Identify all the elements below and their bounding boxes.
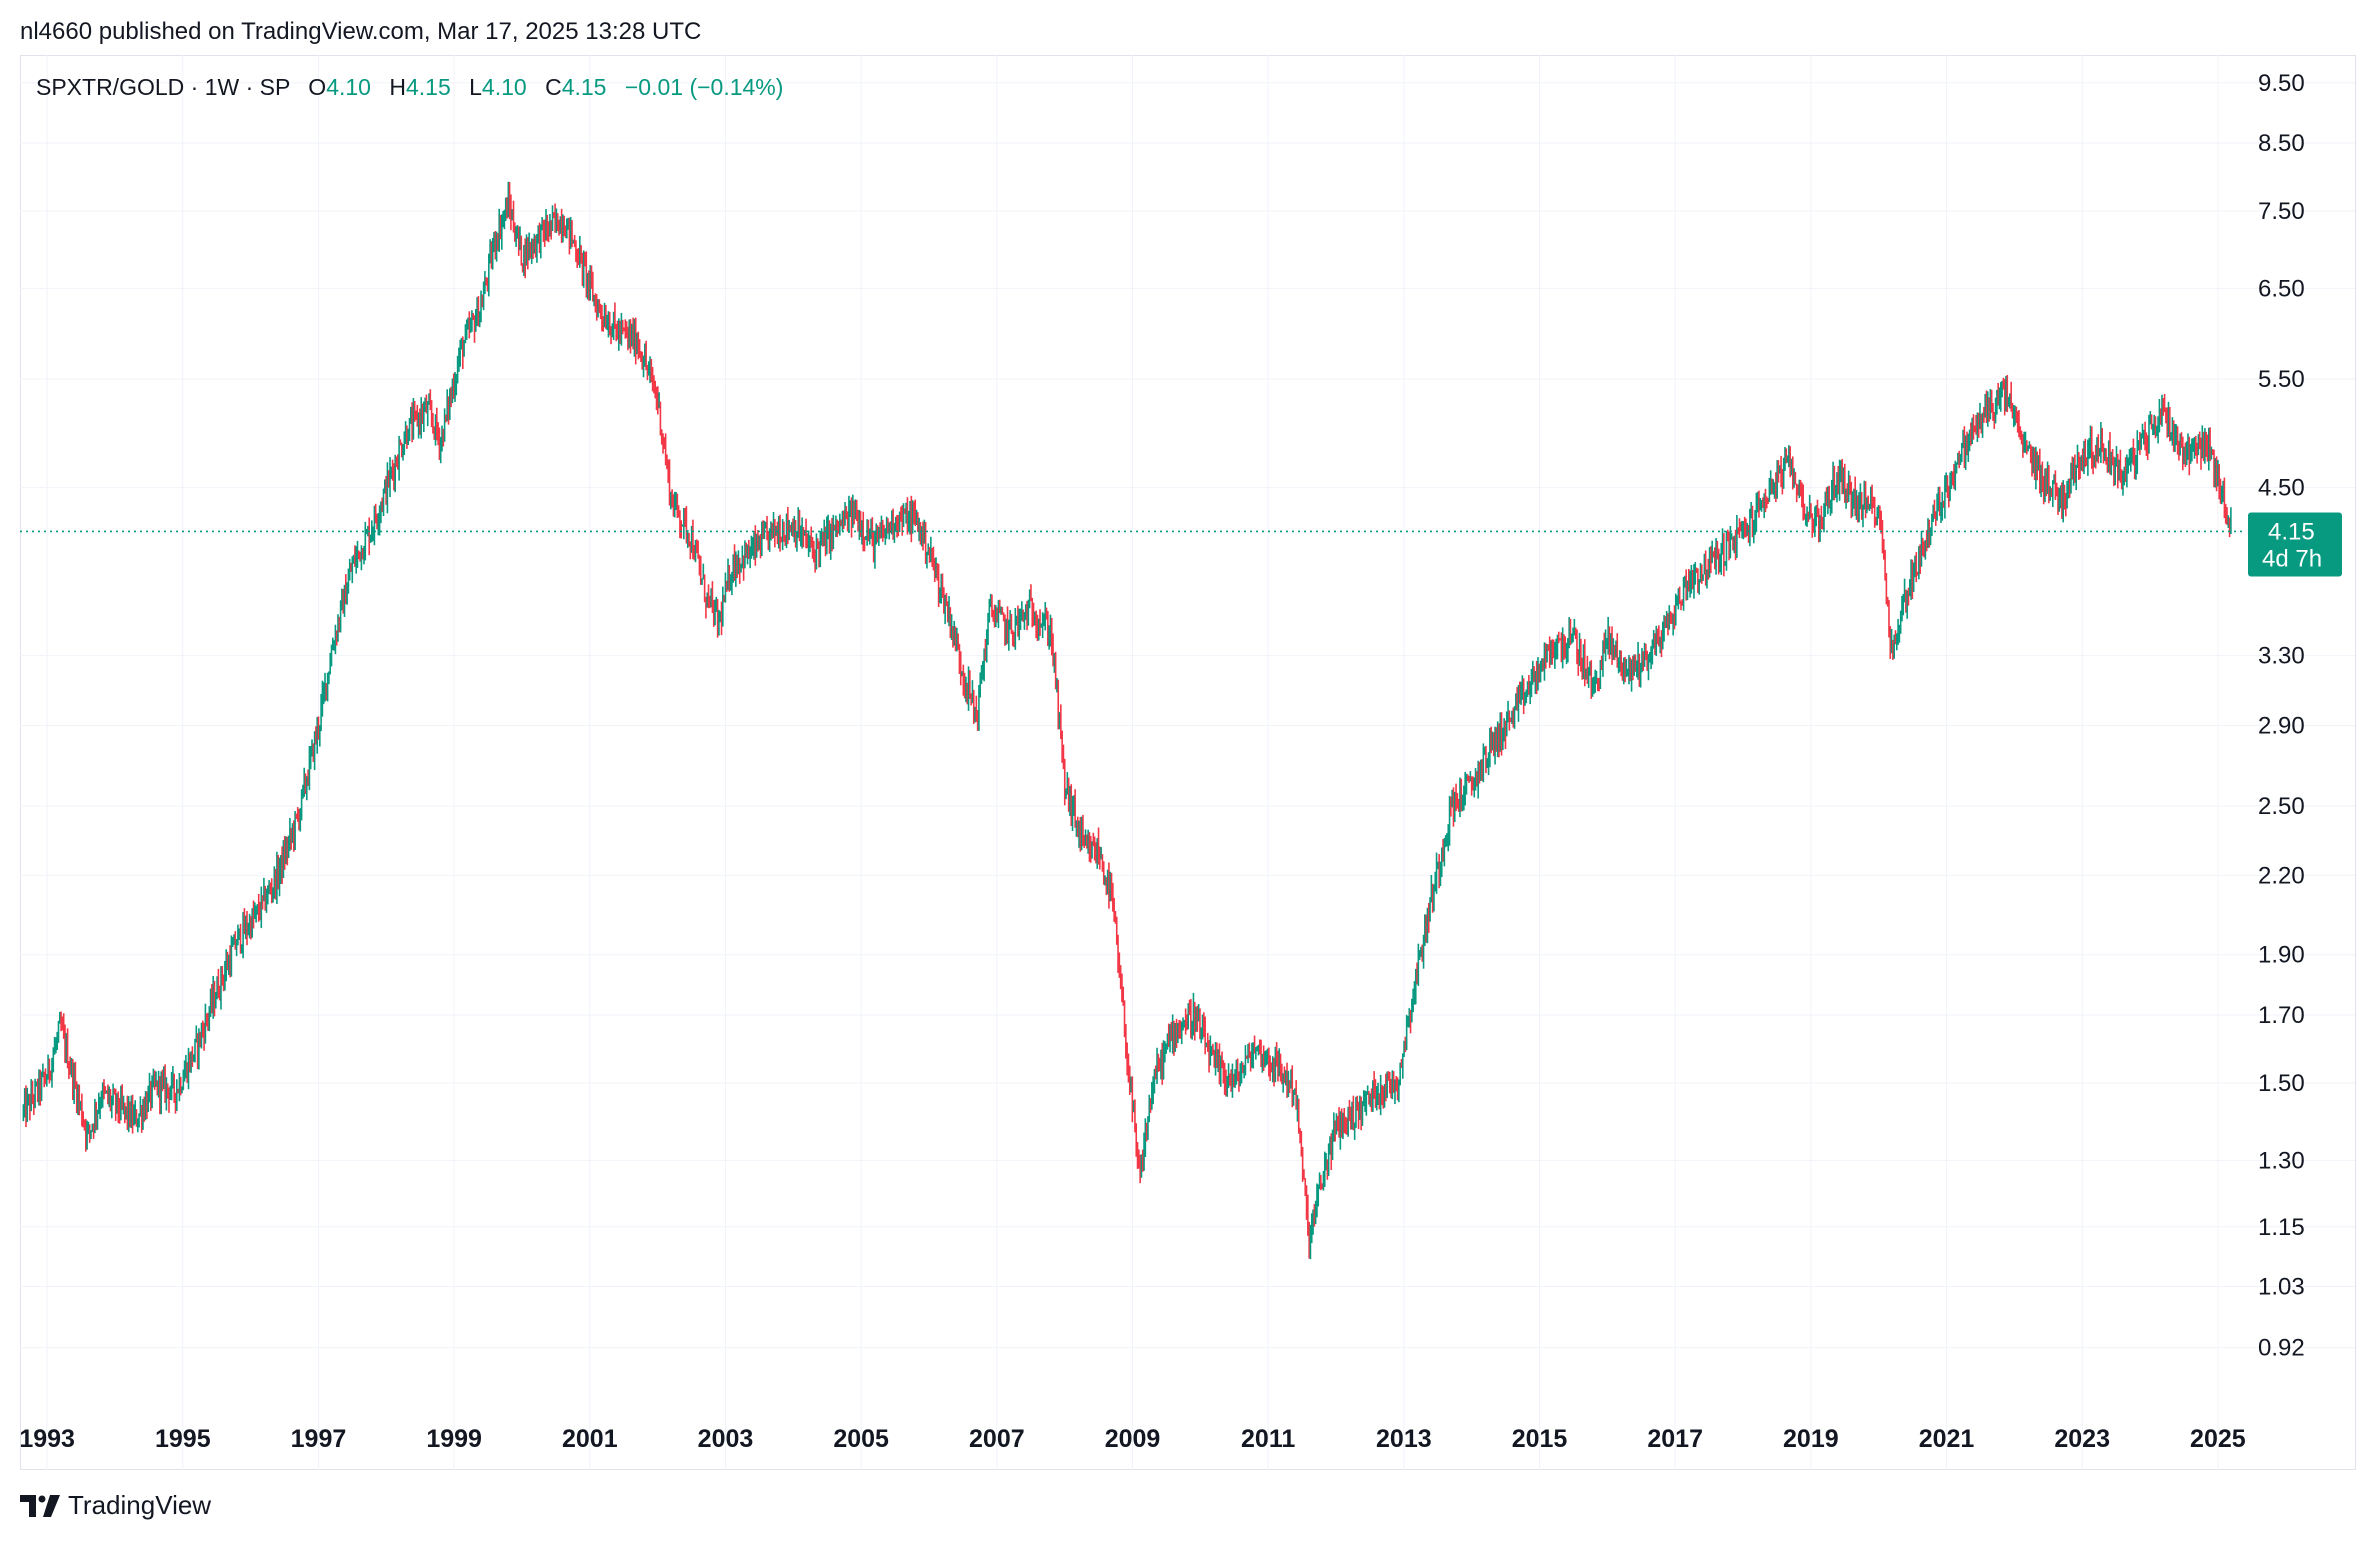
x-tick-label: 2019 [1783, 1425, 1839, 1453]
high-label: H [389, 74, 406, 100]
y-tick-label: 2.90 [2258, 713, 2305, 740]
x-tick-label: 2023 [2054, 1425, 2110, 1453]
y-tick-label: 1.50 [2258, 1070, 2305, 1097]
y-tick-label: 7.50 [2258, 198, 2305, 225]
x-tick-label: 2021 [1919, 1425, 1975, 1453]
y-tick-label: 1.70 [2258, 1002, 2305, 1029]
time-axis: 1993 1995 1997 1999 2001 2003 2005 2007 2009 2011… [19, 1425, 2245, 1453]
chart-canvas[interactable]: 9.50 8.50 7.50 6.50 5.50 4.50 3.30 2.90 2.50 2.20… [0, 0, 2372, 1542]
y-tick-label: 6.50 [2258, 275, 2305, 302]
high-value: 4.15 [406, 74, 451, 100]
brand-name: TradingView [68, 1490, 211, 1521]
change-value: −0.01 (−0.14%) [625, 74, 784, 100]
x-tick-label: 2007 [969, 1425, 1025, 1453]
price-series [23, 182, 2231, 1259]
y-tick-label: 3.30 [2258, 643, 2305, 670]
y-tick-label: 9.50 [2258, 70, 2305, 97]
y-tick-label: 0.92 [2258, 1335, 2305, 1362]
footer-brand[interactable]: TradingView [20, 1490, 211, 1521]
close-label: C [545, 74, 562, 100]
symbol-legend[interactable]: SPXTR/GOLD · 1W · SP O4.10 H4.15 L4.10 C… [36, 74, 783, 101]
price-badge-value: 4.15 [2268, 518, 2315, 545]
y-tick-label: 5.50 [2258, 366, 2305, 393]
x-tick-label: 1995 [155, 1425, 211, 1453]
y-tick-label: 1.15 [2258, 1214, 2305, 1241]
x-tick-label: 2005 [833, 1425, 889, 1453]
low-value: 4.10 [482, 74, 527, 100]
open-label: O [308, 74, 326, 100]
y-tick-label: 1.30 [2258, 1147, 2305, 1174]
x-tick-label: 1999 [426, 1425, 482, 1453]
x-tick-label: 2015 [1512, 1425, 1568, 1453]
tradingview-logo-icon [20, 1495, 60, 1517]
x-tick-label: 2025 [2190, 1425, 2246, 1453]
x-tick-label: 1993 [19, 1425, 75, 1453]
open-value: 4.10 [326, 74, 371, 100]
price-badge-countdown: 4d 7h [2262, 545, 2322, 572]
y-tick-label: 2.20 [2258, 862, 2305, 889]
y-tick-label: 1.03 [2258, 1273, 2305, 1300]
y-tick-label: 4.50 [2258, 475, 2305, 502]
price-axis: 9.50 8.50 7.50 6.50 5.50 4.50 3.30 2.90 2.50 2.20… [2258, 70, 2305, 1362]
x-tick-label: 1997 [291, 1425, 347, 1453]
price-badge: 4.15 4d 7h [2248, 512, 2342, 576]
grid [20, 55, 2355, 1470]
symbol-name[interactable]: SPXTR/GOLD · 1W · SP [36, 74, 290, 100]
close-value: 4.15 [562, 74, 607, 100]
x-tick-label: 2009 [1105, 1425, 1161, 1453]
x-tick-label: 2017 [1647, 1425, 1703, 1453]
x-tick-label: 2003 [698, 1425, 754, 1453]
y-tick-label: 1.90 [2258, 942, 2305, 969]
x-tick-label: 2001 [562, 1425, 618, 1453]
x-tick-label: 2013 [1376, 1425, 1432, 1453]
y-tick-label: 8.50 [2258, 130, 2305, 157]
x-tick-label: 2011 [1241, 1425, 1295, 1453]
low-label: L [469, 74, 482, 100]
y-tick-label: 2.50 [2258, 793, 2305, 820]
